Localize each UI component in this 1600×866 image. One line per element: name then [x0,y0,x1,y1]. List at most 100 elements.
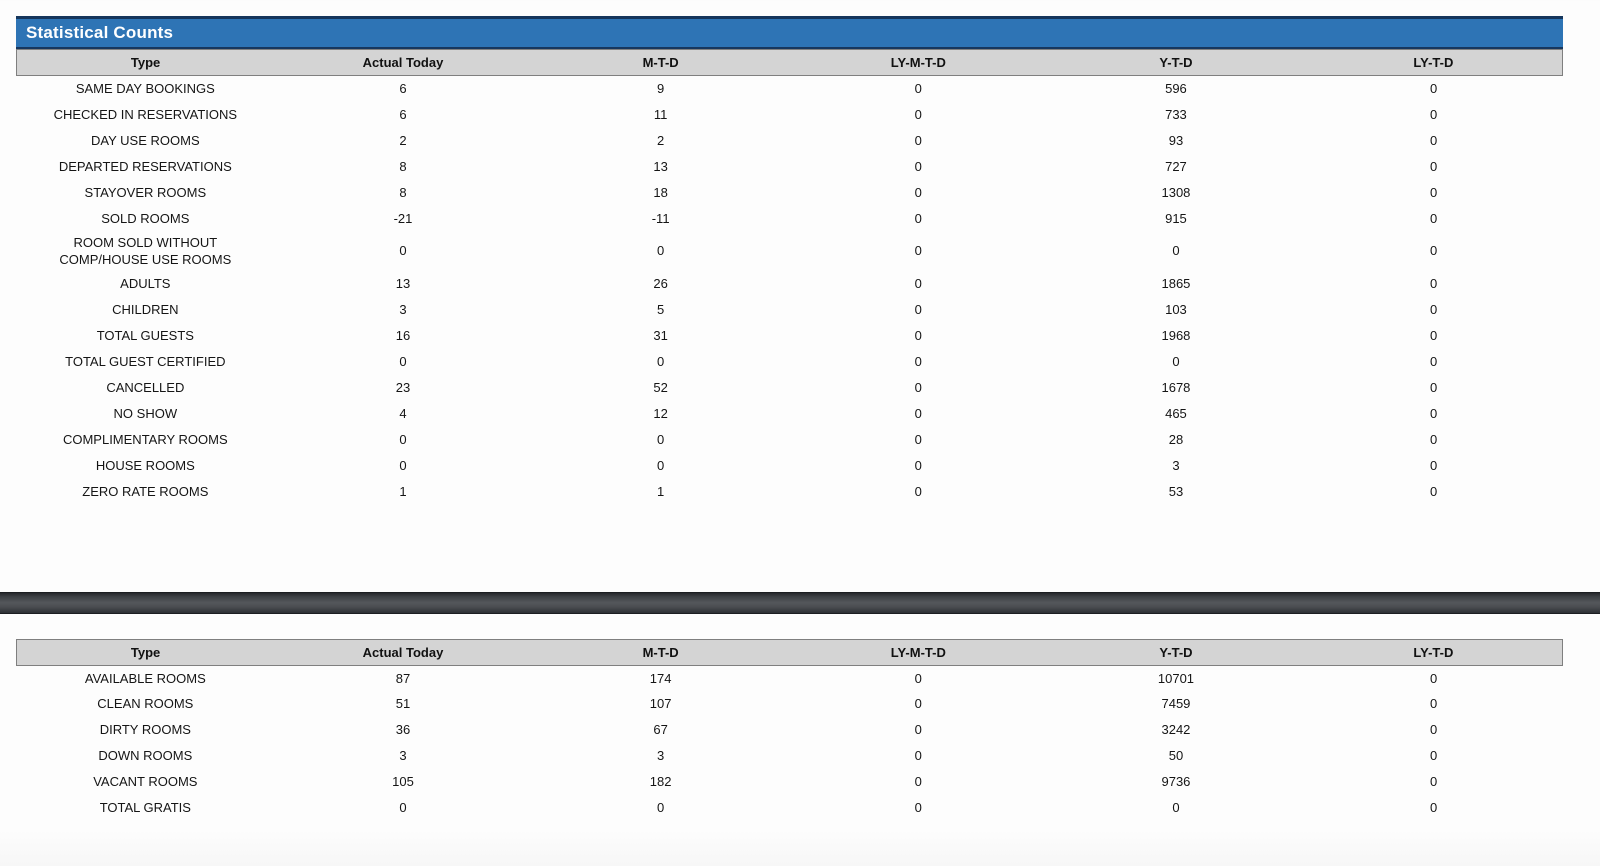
value-cell-ytd: 727 [1165,158,1187,174]
value-cell-ly_mtd: 0 [914,184,922,200]
room-status-table-body: AVAILABLE ROOMS 87 174 0 10701 0 CLEAN ROOMS 51… [17,665,1563,821]
column-header-ly_mtd: LY-M-T-D [890,55,946,70]
value-cell-ytd: 915 [1165,210,1187,226]
value-cell-actual_today: 0 [399,800,407,816]
value-cell-ly_td: 0 [1430,301,1438,317]
value-cell-actual_today: 87 [395,670,411,686]
value-cell-ly_td: 0 [1430,243,1438,259]
value-cell-ytd: 0 [1172,353,1180,369]
column-header-actual_today: Actual Today [362,644,444,660]
value-cell-actual_today: 51 [395,696,411,712]
value-cell-ly_mtd: 0 [914,696,922,712]
value-cell-ytd: 0 [1172,800,1180,816]
value-cell-actual_today: 16 [395,327,411,343]
value-cell-mtd: 26 [653,275,668,291]
value-cell-ytd: 1678 [1161,379,1191,395]
value-cell-ytd: 733 [1165,106,1187,122]
value-cell-mtd: 67 [653,722,668,738]
table-row: AVAILABLE ROOMS 87 174 0 10701 0 [17,665,1563,691]
value-cell-actual_today: 105 [392,774,414,790]
value-cell-ly_mtd: 0 [914,327,922,343]
value-cell-ly_td: 0 [1430,800,1438,816]
value-cell-ly_mtd: 0 [914,431,922,447]
value-cell-ly_mtd: 0 [914,670,922,686]
table-row: VACANT ROOMS 105 182 0 9736 0 [17,769,1563,795]
value-cell-ytd: 9736 [1161,774,1191,790]
row-type-cell: TOTAL GUESTS [96,327,194,343]
row-type-cell: STAYOVER ROOMS [84,184,207,200]
value-cell-actual_today: -21 [393,210,413,226]
row-type-cell: VACANT ROOMS [93,774,198,790]
value-cell-ly_td: 0 [1430,106,1438,122]
table-row: SOLD ROOMS -21 -11 0 915 0 [17,206,1563,232]
section-divider-bar [0,591,1600,614]
value-cell-ly_td: 0 [1430,431,1438,447]
value-cell-ly_mtd: 0 [914,275,922,291]
section-title-bar: Statistical Counts [16,16,1563,49]
value-cell-mtd: 0 [657,243,665,259]
value-cell-ly_td: 0 [1430,483,1438,499]
value-cell-ly_td: 0 [1430,748,1438,764]
column-header-actual_today: Actual Today [362,55,444,70]
table-row: STAYOVER ROOMS 8 18 0 1308 0 [17,180,1563,206]
row-type-cell: TOTAL GRATIS [99,800,191,816]
value-cell-actual_today: 3 [399,301,407,317]
value-cell-mtd: 9 [657,80,665,96]
column-header-ytd: Y-T-D [1159,55,1193,70]
value-cell-mtd: 2 [657,132,665,148]
value-cell-ly_td: 0 [1430,379,1438,395]
value-cell-ly_mtd: 0 [914,80,922,96]
value-cell-ly_mtd: 0 [914,243,922,259]
room-status-table: Type Actual Today M-T-D LY-M-T-D Y-T-D LY-T-D… [16,639,1563,822]
value-cell-ly_td: 0 [1430,80,1438,96]
value-cell-actual_today: 1 [399,483,407,499]
table-row: CHECKED IN RESERVATIONS 6 11 0 733 0 [17,102,1563,128]
row-type-cell: CLEAN ROOMS [97,696,194,712]
row-type-cell: CHECKED IN RESERVATIONS [53,106,238,122]
value-cell-ly_td: 0 [1430,670,1438,686]
row-type-cell: ZERO RATE ROOMS [82,483,209,499]
value-cell-actual_today: 6 [399,106,407,122]
value-cell-actual_today: 8 [399,158,407,174]
column-header-type: Type [130,55,161,70]
table-row: DOWN ROOMS 3 3 0 50 0 [17,743,1563,769]
row-type-cell: NO SHOW [113,405,178,421]
table-row: DEPARTED RESERVATIONS 8 13 0 727 0 [17,154,1563,180]
value-cell-ytd: 53 [1168,483,1184,499]
value-cell-mtd: 0 [657,800,665,816]
value-cell-mtd: 5 [657,301,665,317]
value-cell-ytd: 1308 [1161,184,1191,200]
value-cell-ytd: 28 [1168,431,1184,447]
column-header-ytd: Y-T-D [1159,644,1193,660]
value-cell-ly_td: 0 [1430,327,1438,343]
value-cell-ytd: 50 [1168,748,1184,764]
value-cell-ytd: 1968 [1161,327,1191,343]
column-header-ly_mtd: LY-M-T-D [890,644,946,660]
value-cell-ly_td: 0 [1430,158,1438,174]
value-cell-mtd: 11 [653,106,668,122]
value-cell-ly_td: 0 [1430,184,1438,200]
value-cell-mtd: 182 [649,774,672,790]
table-row: DIRTY ROOMS 36 67 0 3242 0 [17,717,1563,743]
value-cell-mtd: 3 [657,748,665,764]
value-cell-ly_td: 0 [1430,275,1438,291]
value-cell-mtd: 0 [657,431,665,447]
value-cell-ly_td: 0 [1430,405,1438,421]
value-cell-actual_today: 0 [399,457,407,473]
table-row: TOTAL GUESTS 16 31 0 1968 0 [17,323,1563,349]
value-cell-ly_td: 0 [1430,353,1438,369]
value-cell-ly_td: 0 [1430,210,1438,226]
value-cell-ly_td: 0 [1430,722,1438,738]
value-cell-ytd: 3242 [1161,722,1191,738]
value-cell-ly_td: 0 [1430,132,1438,148]
value-cell-mtd: 107 [649,696,672,712]
value-cell-ly_mtd: 0 [914,210,922,226]
value-cell-mtd: 13 [653,158,668,174]
row-type-cell: SAME DAY BOOKINGS [75,80,215,96]
row-type-cell: CHILDREN [112,301,179,317]
statistical-counts-table-head: Type Actual Today M-T-D LY-M-T-D Y-T-D LY-T-D [16,49,1563,76]
value-cell-ytd: 596 [1165,80,1187,96]
table-row: COMPLIMENTARY ROOMS 0 0 0 28 0 [17,427,1563,453]
row-type-cell: CANCELLED [106,379,185,395]
value-cell-ly_td: 0 [1430,774,1438,790]
